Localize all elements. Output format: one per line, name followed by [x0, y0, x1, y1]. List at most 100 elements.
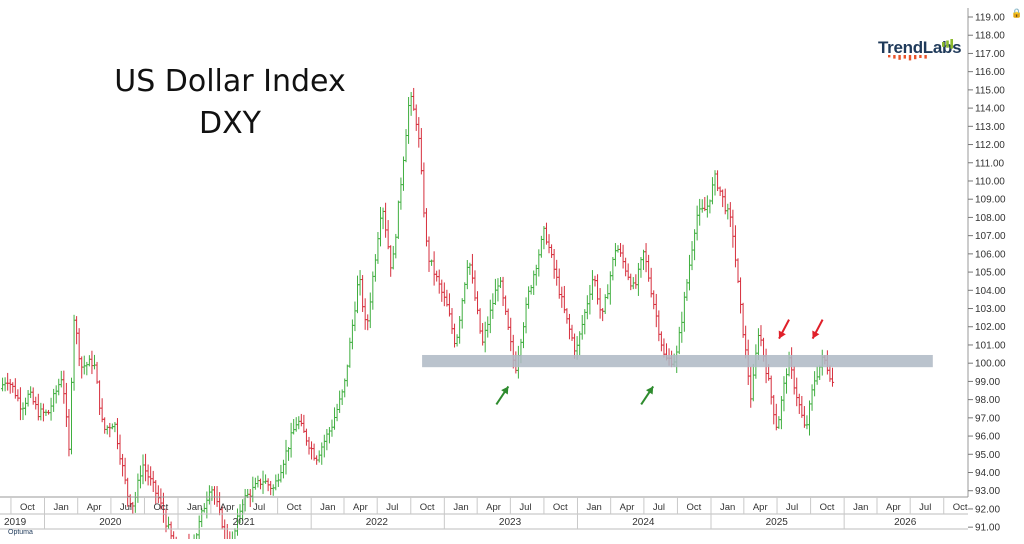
month-tick-label: Jul	[786, 502, 798, 513]
price-tick-label: 112.00	[975, 140, 1005, 151]
ohlc-bar	[87, 355, 91, 367]
month-tick-label: Apr	[353, 502, 368, 513]
ohlc-bar	[172, 531, 176, 544]
ohlc-bar	[422, 162, 426, 218]
ohlc-bar	[327, 427, 332, 444]
ohlc-bar	[649, 267, 653, 298]
ohlc-bar	[549, 244, 554, 258]
ohlc-bar	[815, 366, 819, 385]
ohlc-bar	[463, 282, 467, 304]
ohlc-bar	[498, 277, 503, 289]
ohlc-bar	[383, 202, 388, 238]
ohlc-bar	[445, 289, 449, 307]
ohlc-bar	[450, 308, 454, 334]
logo-bar-red	[898, 55, 901, 60]
ohlc-bar	[629, 273, 633, 291]
ohlc-bar	[613, 243, 618, 267]
ohlc-bar	[225, 523, 229, 544]
ohlc-bar	[399, 177, 403, 210]
ohlc-bar	[805, 415, 809, 430]
ohlc-bar	[616, 245, 620, 253]
ohlc-bar	[552, 249, 556, 279]
price-tick-label: 94.00	[975, 468, 1000, 479]
price-tick-label: 117.00	[975, 49, 1005, 60]
ohlc-bar	[588, 284, 592, 315]
logo-bar-red	[914, 55, 917, 60]
ohlc-bar	[115, 418, 120, 450]
year-tick-label: 2025	[766, 517, 789, 528]
ohlc-bar	[417, 117, 421, 148]
price-tick-label: 102.00	[975, 322, 1006, 333]
price-tick-label: 111.00	[975, 158, 1005, 169]
month-tick-label: Oct	[953, 502, 968, 513]
ohlc-bar	[325, 429, 329, 451]
price-tick-label: 115.00	[975, 85, 1005, 96]
ohlc-bar	[386, 220, 390, 250]
ohlc-bar	[470, 253, 475, 284]
year-tick-label: 2023	[499, 517, 522, 528]
ohlc-bar	[353, 301, 357, 332]
ohlc-bar	[3, 377, 7, 392]
price-tick-label: 105.00	[975, 268, 1006, 279]
ohlc-bar	[703, 197, 707, 212]
ohlc-bar	[39, 402, 43, 421]
ohlc-bar	[95, 361, 99, 384]
ohlc-bar	[355, 275, 360, 314]
price-tick-label: 93.00	[975, 486, 1000, 497]
logo-bar-green	[946, 40, 949, 48]
chart-title-line-1: US Dollar Index	[114, 64, 346, 99]
ohlc-bar	[279, 464, 283, 483]
ohlc-bar	[496, 278, 500, 302]
price-tick-label: 108.00	[975, 213, 1006, 224]
ohlc-bar	[141, 454, 145, 485]
ohlc-bar	[562, 285, 566, 314]
ohlc-bar	[544, 222, 549, 245]
ohlc-bar	[692, 229, 697, 261]
ohlc-bar	[376, 232, 380, 264]
price-tick-label: 113.00	[975, 122, 1005, 133]
ohlc-bar	[378, 206, 383, 247]
ohlc-bar	[567, 313, 572, 340]
ohlc-bar	[414, 104, 418, 131]
ohlc-bar	[197, 515, 201, 542]
ohlc-bar	[534, 264, 538, 286]
ohlc-bar	[652, 290, 656, 310]
ohlc-bar	[368, 292, 372, 329]
month-tick-label: Apr	[486, 502, 501, 513]
ohlc-bar	[154, 480, 158, 505]
ohlc-bar	[736, 258, 740, 284]
arrows-layer	[495, 319, 824, 406]
ohlc-bar	[358, 270, 362, 296]
ohlc-bar	[335, 403, 339, 422]
ohlc-bar	[542, 226, 546, 250]
price-tick-label: 109.00	[975, 195, 1006, 206]
ohlc-bar	[54, 385, 58, 404]
ohlc-bar	[800, 395, 804, 418]
ohlc-bar	[406, 96, 411, 144]
ohlc-bar	[396, 200, 400, 239]
ohlc-bar	[97, 380, 102, 415]
year-tick-label: 2022	[366, 517, 389, 528]
price-tick-label: 95.00	[975, 450, 1000, 461]
month-tick-label: Jul	[253, 502, 265, 513]
ohlc-bar	[483, 321, 487, 353]
resistance-arrow-icon	[778, 319, 790, 340]
month-tick-label: Apr	[886, 502, 901, 513]
lock-icon[interactable]: 🔒	[1011, 8, 1023, 18]
ohlc-bar	[8, 378, 12, 394]
ohlc-bar	[795, 377, 799, 407]
ohlc-bar	[442, 282, 446, 307]
ohlc-bar	[302, 414, 306, 433]
ohlc-bar	[286, 447, 291, 461]
ohlc-bar	[113, 421, 117, 433]
ohlc-bar	[601, 308, 605, 322]
ohlc-bar	[332, 407, 337, 430]
ohlc-bar	[641, 249, 646, 270]
price-tick-label: 98.00	[975, 395, 1000, 406]
logo-bar-green	[942, 42, 945, 47]
ohlc-bar	[307, 436, 311, 455]
ohlc-bar	[657, 310, 661, 342]
price-tick-label: 100.00	[975, 359, 1006, 370]
month-tick-label: Apr	[753, 502, 768, 513]
